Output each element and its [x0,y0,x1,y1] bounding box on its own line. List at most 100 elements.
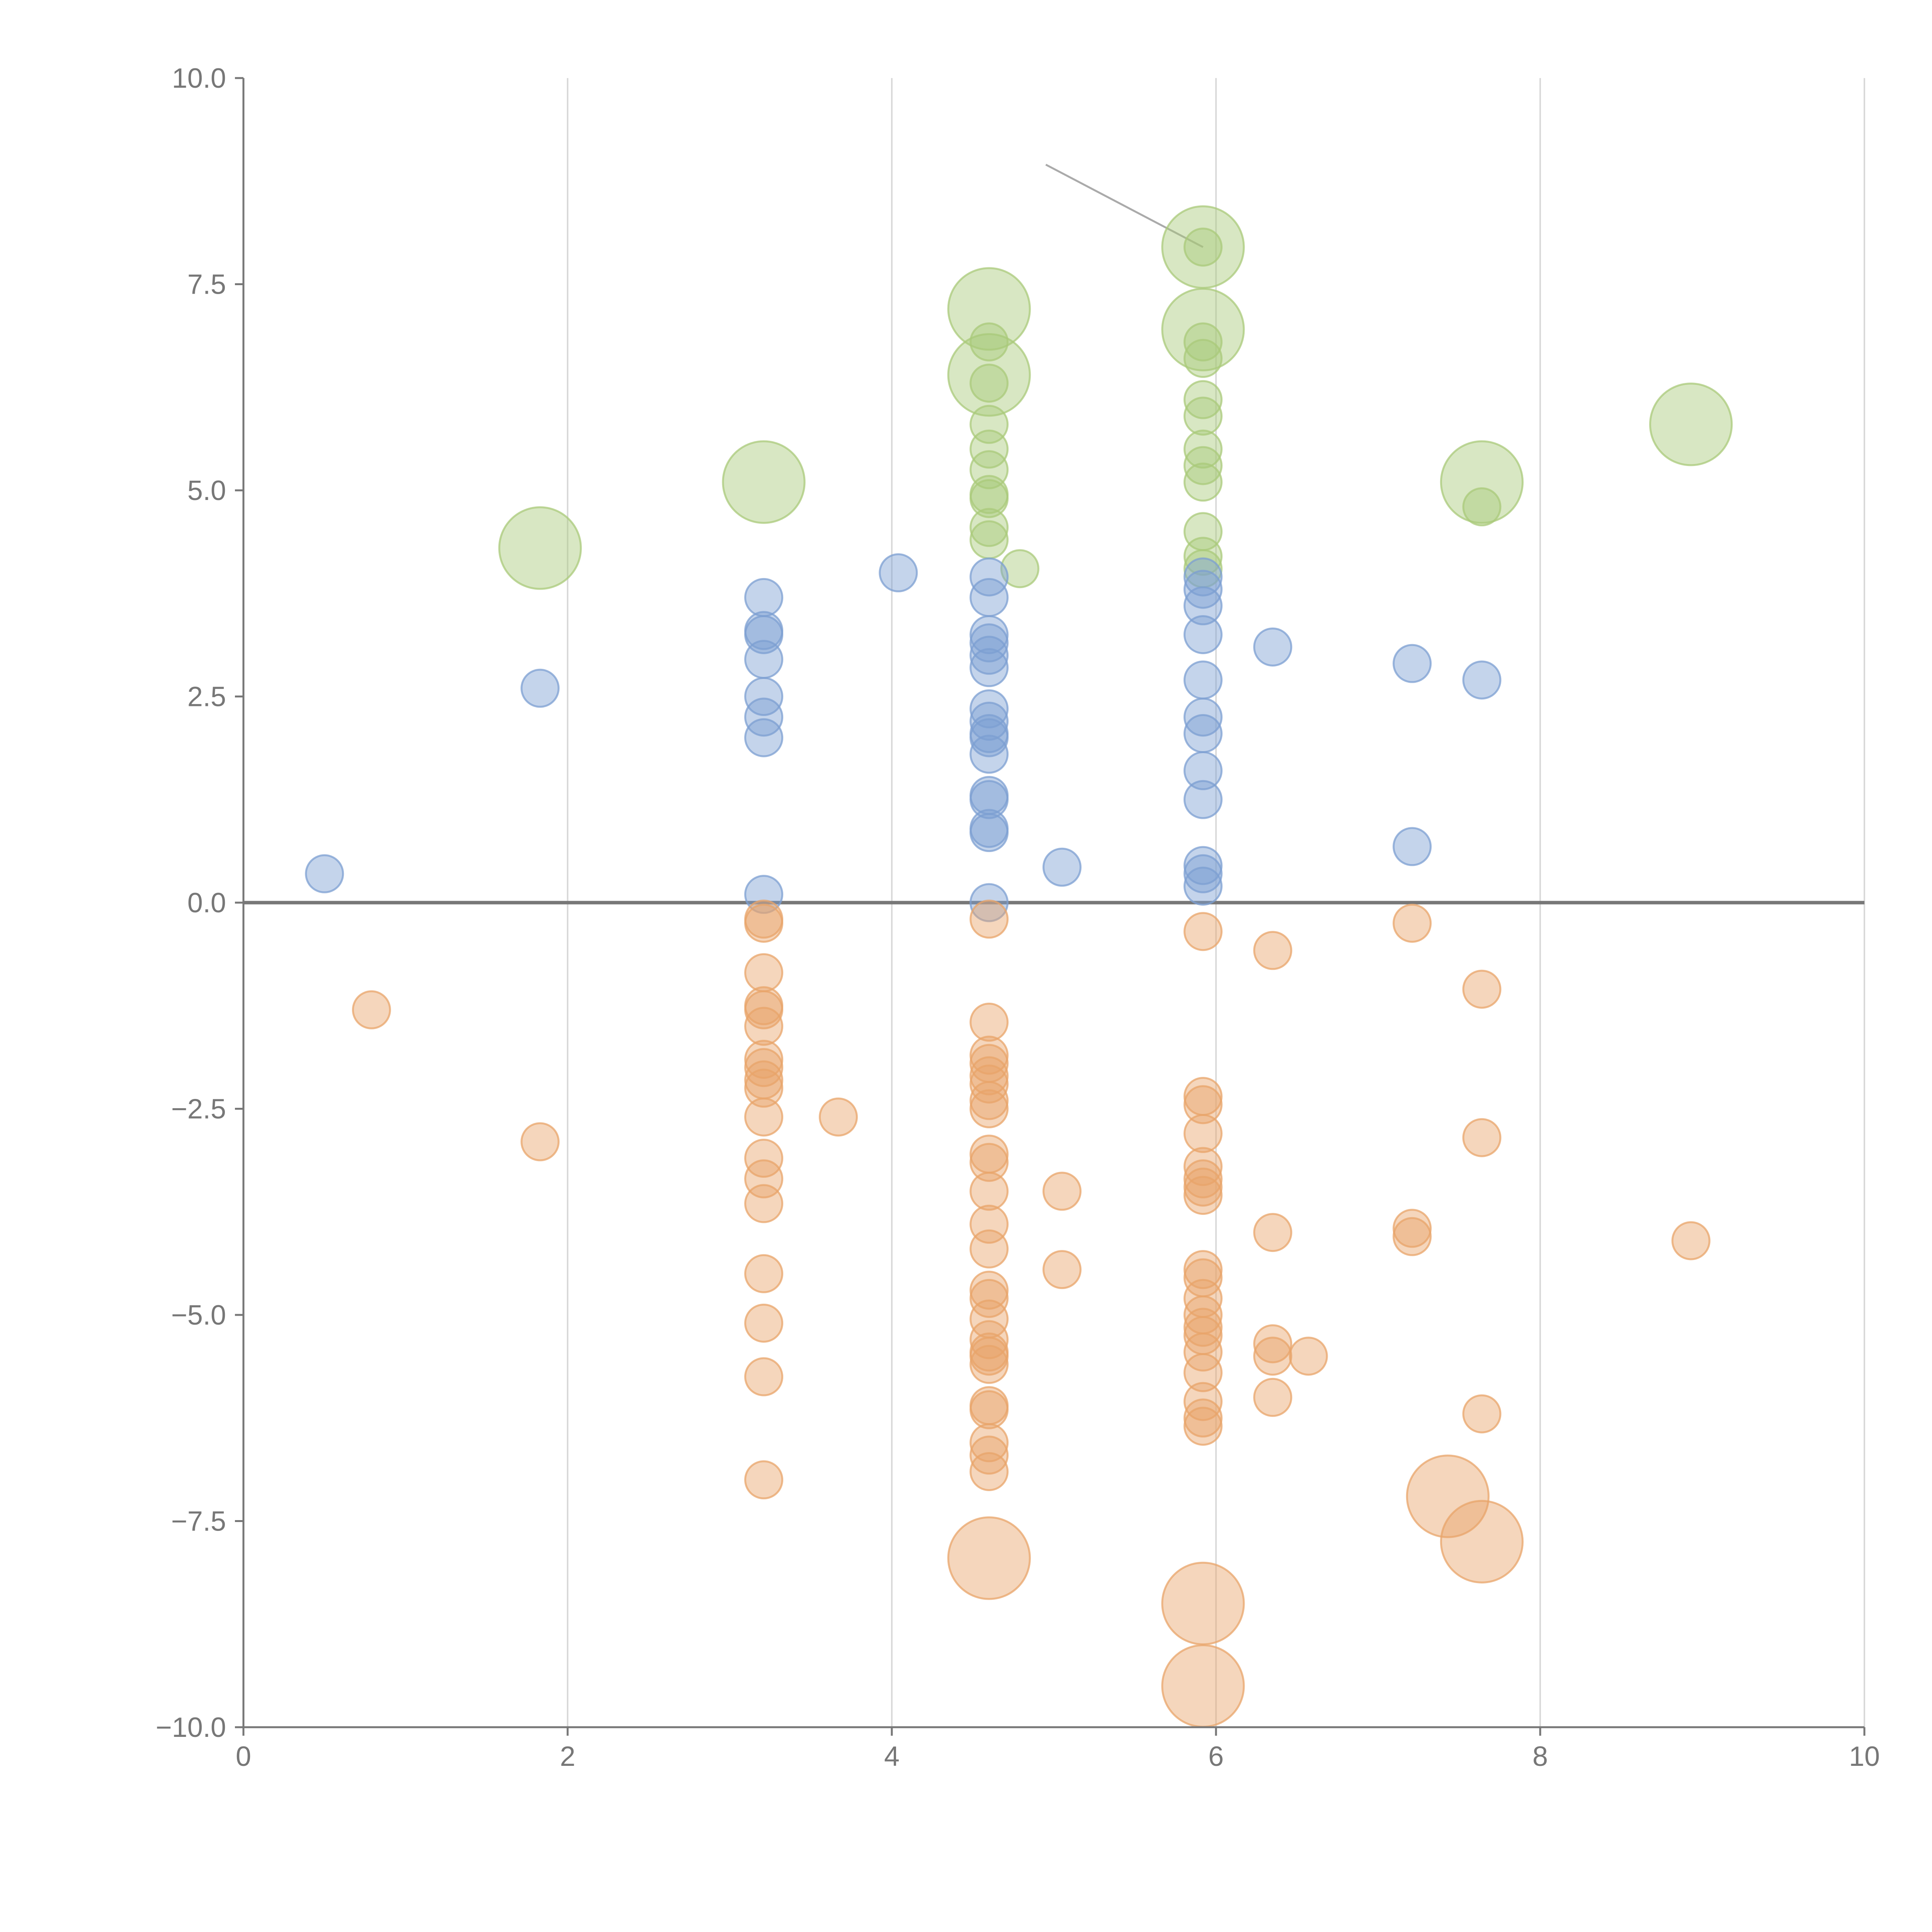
series-blue [305,553,1502,922]
point-green-22 [1183,396,1223,436]
point-orange-79 [1393,1209,1432,1248]
point-blue-6 [744,677,784,716]
x-tick-label-4: 4 [884,1741,900,1772]
point-green-27 [1183,537,1223,576]
point-orange-16 [744,1068,784,1108]
point-blue-37 [1183,846,1223,885]
point-blue-39 [1183,866,1223,906]
point-orange-60 [1183,1176,1223,1215]
point-blue-38 [1183,854,1223,893]
point-orange-22 [744,1303,784,1343]
point-green-7 [1649,383,1733,466]
point-orange-56 [1183,1114,1223,1153]
point-orange-70 [1183,1398,1223,1438]
point-orange-53 [1183,912,1223,951]
y-tick-label-8: −10.0 [156,1712,226,1743]
point-orange-83 [1462,1394,1502,1434]
point-green-24 [1183,446,1223,485]
point-orange-48 [969,1423,1009,1463]
point-blue-30 [1183,586,1223,626]
series-green [498,205,1733,590]
point-orange-50 [969,1452,1009,1491]
point-green-19 [1183,322,1223,362]
point-green-14 [969,479,1009,518]
point-blue-35 [1183,751,1223,791]
point-blue-20 [969,718,1009,757]
point-orange-33 [969,1089,1009,1128]
point-blue-32 [1183,660,1223,700]
y-tick-label-3: 2.5 [187,682,226,713]
point-orange-77 [1289,1337,1328,1376]
point-blue-25 [969,813,1009,852]
point-orange-68 [1183,1353,1223,1392]
point-blue-26 [969,883,1009,922]
point-green-15 [969,508,1009,547]
point-orange-21 [744,1254,784,1293]
point-green-3 [947,333,1031,417]
point-blue-28 [1183,557,1223,597]
grid-layer [243,78,1865,1727]
point-orange-26 [969,900,1009,939]
point-orange-36 [969,1172,1009,1211]
point-orange-78 [1393,903,1432,943]
point-blue-36 [1183,780,1223,819]
point-blue-16 [969,648,1009,687]
point-blue-21 [969,735,1009,774]
point-orange-52 [1042,1250,1082,1289]
point-orange-47 [969,1390,1009,1429]
point-green-11 [969,429,1009,469]
point-green-2 [947,267,1031,351]
point-green-5 [1161,287,1245,371]
y-tick-label-6: −5.0 [171,1300,226,1331]
point-blue-2 [744,578,784,617]
point-orange-27 [969,1002,1009,1042]
point-orange-84 [1671,1221,1711,1260]
point-blue-31 [1183,615,1223,654]
point-blue-5 [744,639,784,679]
point-green-17 [1000,549,1039,588]
point-blue-34 [1183,714,1223,753]
points-layer [305,205,1733,1728]
point-orange-61 [1183,1250,1223,1289]
x-tick-label-2: 2 [560,1741,575,1772]
point-orange-75 [1253,1337,1293,1376]
point-blue-29 [1183,570,1223,609]
point-orange-12 [744,1007,784,1046]
point-orange-39 [969,1270,1009,1310]
point-blue-13 [969,615,1009,654]
point-blue-1 [520,668,560,708]
point-orange-14 [744,1048,784,1087]
point-green-6 [1440,440,1524,524]
point-blue-18 [969,702,1009,741]
point-orange-28 [969,1036,1009,1075]
point-orange-45 [969,1345,1009,1384]
y-tick-label-5: −2.5 [171,1094,226,1125]
point-green-20 [1183,339,1223,378]
point-orange-49 [969,1435,1009,1475]
point-orange-58 [1183,1159,1223,1199]
point-blue-10 [879,553,918,592]
point-blue-7 [744,697,784,737]
point-orange-8 [744,903,784,943]
point-green-29 [1462,487,1502,527]
point-green-21 [1183,380,1223,419]
point-orange-2 [1161,1644,1245,1728]
point-orange-20 [744,1184,784,1223]
point-green-9 [969,364,1009,403]
point-orange-72 [1253,931,1293,970]
point-orange-67 [1183,1332,1223,1372]
point-orange-24 [744,1460,784,1500]
point-green-1 [722,440,806,524]
point-blue-23 [969,780,1009,819]
point-orange-23 [744,1357,784,1396]
point-green-16 [969,520,1009,560]
point-orange-51 [1042,1172,1082,1211]
point-orange-44 [969,1337,1009,1376]
point-orange-57 [1183,1147,1223,1186]
point-orange-71 [1183,1406,1223,1446]
point-green-0 [498,506,582,590]
point-orange-38 [969,1229,1009,1269]
point-orange-80 [1393,1217,1432,1256]
point-orange-74 [1253,1324,1293,1364]
